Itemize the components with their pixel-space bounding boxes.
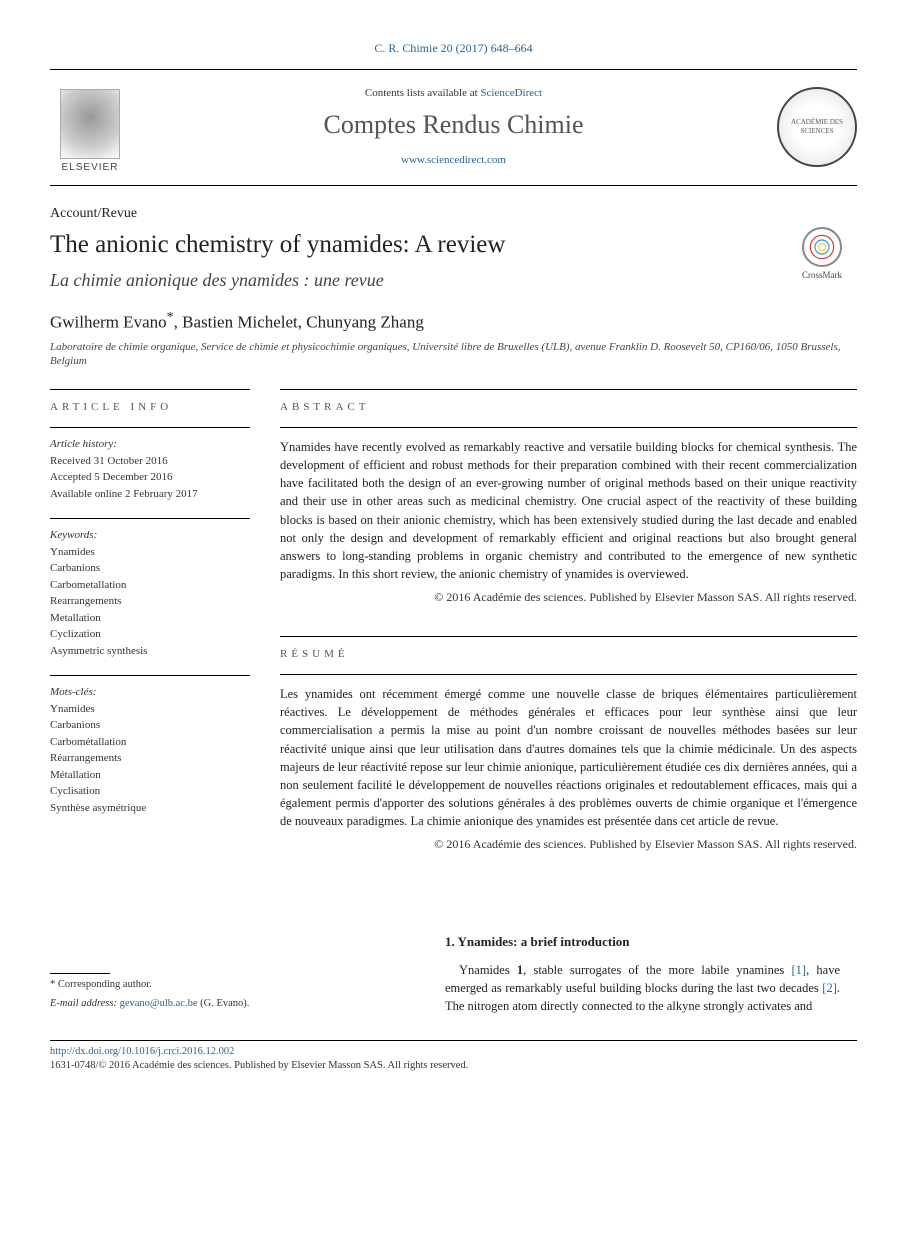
contents-prefix: Contents lists available at	[365, 87, 480, 99]
email-suffix: (G. Evano).	[198, 998, 250, 1009]
ref-link-2[interactable]: [2]	[822, 981, 837, 995]
email-link[interactable]: gevano@ulb.ac.be	[120, 998, 198, 1009]
section-1-heading: 1. Ynamides: a brief introduction	[445, 933, 840, 951]
issn-copyright-line: 1631-0748/© 2016 Académie des sciences. …	[50, 1059, 857, 1074]
footnote-separator	[50, 973, 110, 974]
crossmark-label: CrossMark	[787, 269, 857, 282]
motcle-item: Synthèse asymétrique	[50, 800, 250, 817]
keyword-item: Carbanions	[50, 560, 250, 577]
corresponding-author-note: * Corresponding author.	[50, 978, 415, 993]
motcle-item: Carbanions	[50, 717, 250, 734]
keywords-block: Keywords: Ynamides Carbanions Carbometal…	[50, 518, 250, 659]
keyword-item: Rearrangements	[50, 593, 250, 610]
accepted-line: Accepted 5 December 2016	[50, 469, 250, 486]
author-1: Gwilherm Evano	[50, 312, 167, 331]
elsevier-tree-icon	[60, 89, 120, 159]
resume-text: Les ynamides ont récemment émergé comme …	[280, 674, 857, 830]
history-label: Article history:	[50, 436, 250, 453]
motcle-item: Ynamides	[50, 701, 250, 718]
author-2: Bastien Michelet	[182, 312, 298, 331]
ref-link-1[interactable]: [1]	[791, 963, 806, 977]
abstract-heading: ABSTRACT	[280, 389, 857, 415]
keyword-item: Carbometallation	[50, 577, 250, 594]
citation-line: C. R. Chimie 20 (2017) 648–664	[50, 40, 857, 57]
keyword-item: Ynamides	[50, 544, 250, 561]
seal-text: ACADÉMIE DES SCIENCES	[779, 118, 855, 138]
intro-text-2: , stable surrogates of the more labile y…	[523, 963, 791, 977]
email-footnote: E-mail address: gevano@ulb.ac.be (G. Eva…	[50, 997, 415, 1012]
motscles-label: Mots-clés:	[50, 684, 250, 701]
affiliation: Laboratoire de chimie organique, Service…	[50, 340, 857, 369]
abstract-copyright: © 2016 Académie des sciences. Published …	[280, 589, 857, 606]
motcle-item: Réarrangements	[50, 750, 250, 767]
journal-url[interactable]: www.sciencedirect.com	[130, 153, 777, 168]
email-label: E-mail address:	[50, 998, 120, 1009]
keywords-label: Keywords:	[50, 527, 250, 544]
article-info-heading: ARTICLE INFO	[50, 389, 250, 415]
author-3: Chunyang Zhang	[306, 312, 424, 331]
author-list: Gwilherm Evano*, Bastien Michelet, Chuny…	[50, 308, 857, 334]
intro-paragraph: Ynamides 1, stable surrogates of the mor…	[445, 961, 840, 1015]
intro-text-1: Ynamides	[459, 963, 517, 977]
online-line: Available online 2 February 2017	[50, 486, 250, 503]
footer-block: http://dx.doi.org/10.1016/j.crci.2016.12…	[50, 1040, 857, 1074]
motscles-block: Mots-clés: Ynamides Carbanions Carbométa…	[50, 675, 250, 816]
crossmark-icon	[802, 227, 842, 267]
sciencedirect-link[interactable]: ScienceDirect	[480, 87, 542, 99]
article-type: Account/Revue	[50, 204, 857, 224]
crossmark-widget[interactable]: CrossMark	[787, 227, 857, 282]
elsevier-logo[interactable]: ELSEVIER	[50, 80, 130, 175]
resume-heading: RÉSUMÉ	[280, 636, 857, 662]
journal-header: ELSEVIER Contents lists available at Sci…	[50, 69, 857, 186]
article-title-fr: La chimie anionique des ynamides : une r…	[50, 268, 787, 293]
elsevier-label: ELSEVIER	[62, 161, 119, 175]
motcle-item: Cyclisation	[50, 783, 250, 800]
article-title-en: The anionic chemistry of ynamides: A rev…	[50, 227, 787, 262]
contents-available-line: Contents lists available at ScienceDirec…	[130, 86, 777, 101]
journal-name: Comptes Rendus Chimie	[130, 107, 777, 143]
academie-seal-icon: ACADÉMIE DES SCIENCES	[777, 87, 857, 167]
motcle-item: Carbométallation	[50, 734, 250, 751]
corresp-asterisk: *	[167, 310, 174, 325]
article-history-block: Article history: Received 31 October 201…	[50, 427, 250, 502]
resume-copyright: © 2016 Académie des sciences. Published …	[280, 836, 857, 853]
received-line: Received 31 October 2016	[50, 453, 250, 470]
keyword-item: Cyclization	[50, 626, 250, 643]
keyword-item: Asymmetric synthesis	[50, 643, 250, 660]
abstract-text: Ynamides have recently evolved as remark…	[280, 427, 857, 583]
motcle-item: Métallation	[50, 767, 250, 784]
keyword-item: Metallation	[50, 610, 250, 627]
doi-link[interactable]: http://dx.doi.org/10.1016/j.crci.2016.12…	[50, 1045, 857, 1060]
